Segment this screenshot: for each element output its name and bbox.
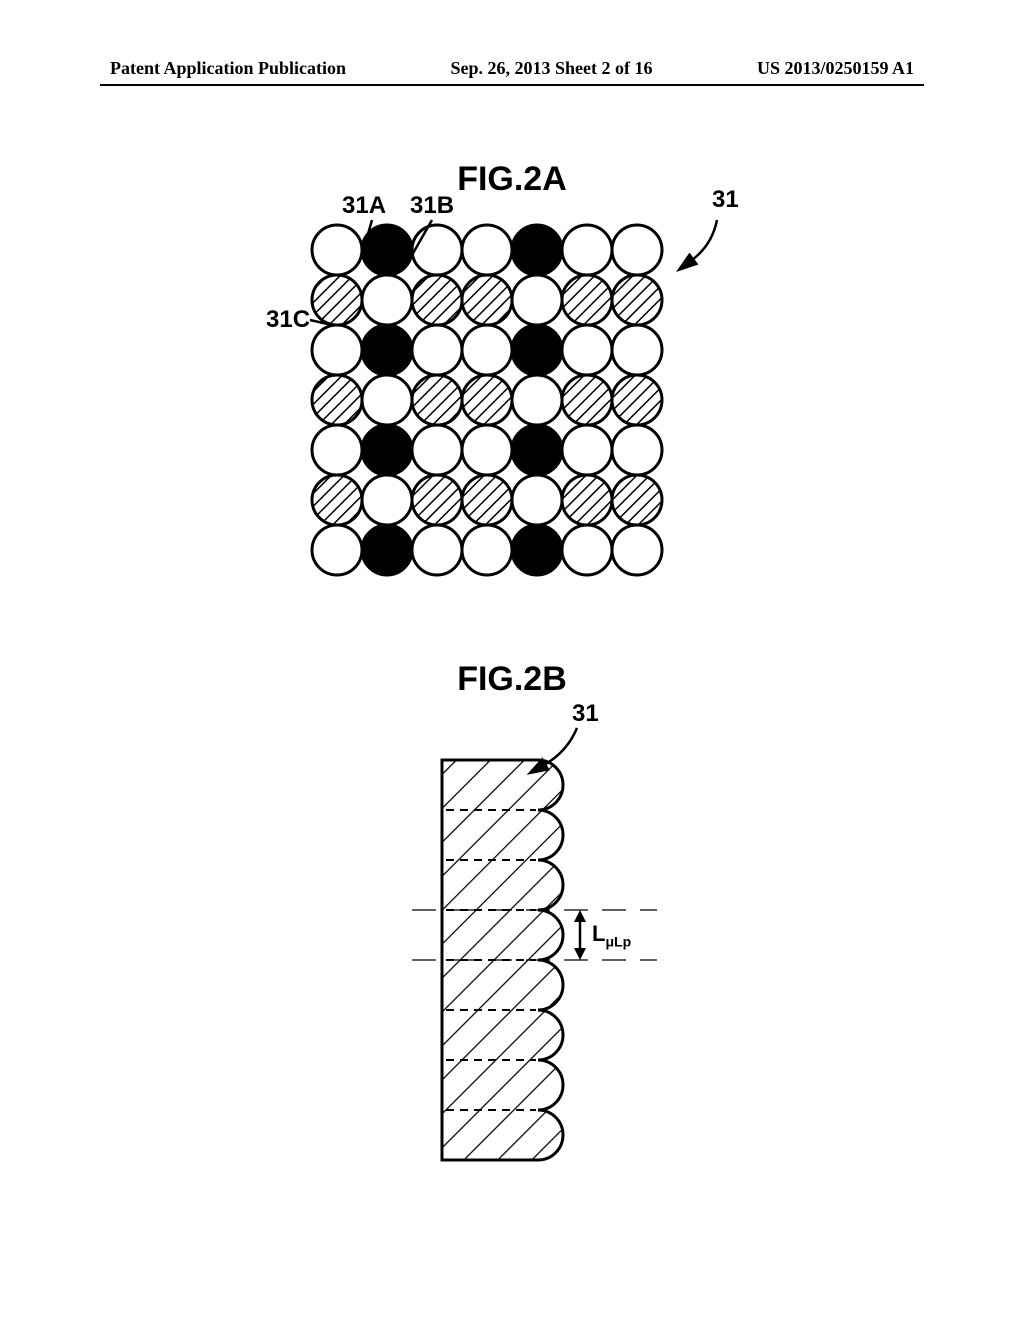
lens-circle bbox=[312, 325, 362, 375]
lens-circle bbox=[512, 225, 562, 275]
lens-circle bbox=[412, 525, 462, 575]
fig2b-title: FIG.2B bbox=[0, 660, 1024, 699]
lens-circle bbox=[562, 325, 612, 375]
fig2a-svg bbox=[262, 200, 762, 620]
lens-circle bbox=[412, 275, 462, 325]
lens-circle bbox=[362, 425, 412, 475]
lens-circle bbox=[462, 375, 512, 425]
lens-circle bbox=[412, 475, 462, 525]
lens-circle bbox=[362, 475, 412, 525]
lens-circle bbox=[412, 375, 462, 425]
fig2b-svg bbox=[302, 710, 722, 1190]
lens-circle bbox=[562, 225, 612, 275]
lens-circle bbox=[612, 425, 662, 475]
lens-circle bbox=[512, 425, 562, 475]
lens-circle bbox=[412, 225, 462, 275]
pitch-main: L bbox=[592, 921, 605, 946]
lens-circle bbox=[512, 525, 562, 575]
lens-circle bbox=[512, 275, 562, 325]
label-31b: 31B bbox=[410, 192, 454, 220]
lens-circle bbox=[562, 475, 612, 525]
lens-circle bbox=[362, 375, 412, 425]
lens-circle bbox=[462, 425, 512, 475]
lens-circle bbox=[612, 375, 662, 425]
lens-circle bbox=[312, 375, 362, 425]
lens-circle bbox=[412, 325, 462, 375]
lens-circle bbox=[462, 475, 512, 525]
lens-circle bbox=[312, 475, 362, 525]
lens-circle bbox=[512, 375, 562, 425]
lens-circle bbox=[362, 325, 412, 375]
label-31a: 31A bbox=[342, 192, 386, 220]
lens-circle bbox=[612, 275, 662, 325]
fig2b-container: 31 LμLp bbox=[302, 710, 722, 1190]
fig2a-title: FIG.2A bbox=[0, 160, 1024, 199]
label-31-ref-a: 31 bbox=[712, 186, 739, 214]
label-31-ref-b: 31 bbox=[572, 700, 599, 728]
label-31c: 31C bbox=[266, 306, 310, 334]
header-right: US 2013/0250159 A1 bbox=[757, 58, 914, 79]
fig2a-container: 31A 31B 31 31C bbox=[262, 200, 762, 620]
lens-circle bbox=[512, 475, 562, 525]
lens-circle bbox=[612, 225, 662, 275]
lens-circle bbox=[462, 225, 512, 275]
lens-circle bbox=[312, 275, 362, 325]
lens-circle bbox=[562, 275, 612, 325]
lens-circle bbox=[512, 325, 562, 375]
lens-circle bbox=[362, 525, 412, 575]
lens-circle bbox=[612, 525, 662, 575]
page-header: Patent Application Publication Sep. 26, … bbox=[0, 58, 1024, 79]
lens-circle bbox=[312, 425, 362, 475]
lens-circle bbox=[312, 225, 362, 275]
lens-circle bbox=[562, 375, 612, 425]
header-center: Sep. 26, 2013 Sheet 2 of 16 bbox=[451, 58, 653, 79]
lens-circle bbox=[412, 425, 462, 475]
pitch-sub: μLp bbox=[605, 933, 631, 949]
lens-circle bbox=[362, 275, 412, 325]
label-pitch: LμLp bbox=[592, 921, 631, 949]
header-left: Patent Application Publication bbox=[110, 58, 346, 79]
lens-circle bbox=[312, 525, 362, 575]
header-rule bbox=[100, 84, 924, 86]
lens-circle bbox=[612, 325, 662, 375]
lens-circle bbox=[462, 275, 512, 325]
lens-circle bbox=[562, 525, 612, 575]
lens-circle bbox=[562, 425, 612, 475]
lens-circle bbox=[612, 475, 662, 525]
lens-circle bbox=[462, 525, 512, 575]
lens-circle bbox=[462, 325, 512, 375]
